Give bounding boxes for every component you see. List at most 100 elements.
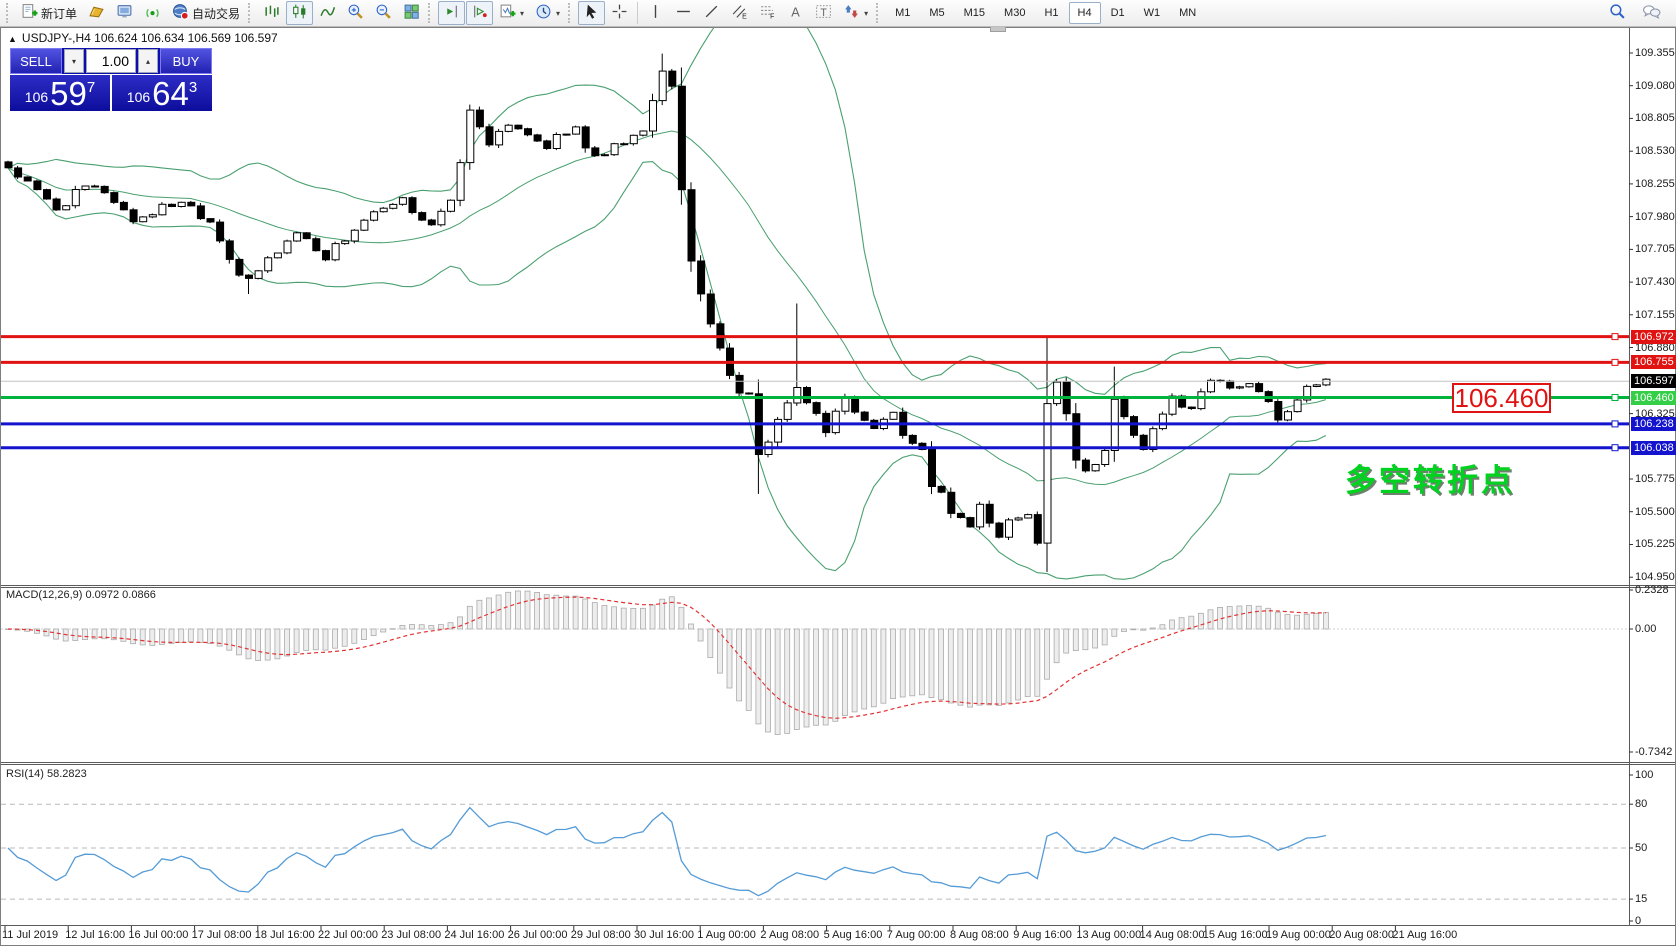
macd-histogram-bar	[572, 595, 579, 630]
macd-histogram-bar	[765, 628, 771, 733]
tile-windows-button[interactable]	[398, 1, 425, 25]
toolbar-grip[interactable]	[428, 3, 433, 23]
periods-button[interactable]: ▾	[530, 1, 565, 25]
macd-histogram-bar	[755, 628, 762, 725]
sell-price-display[interactable]: 106 59 7	[10, 75, 110, 111]
line-chart-mode-button[interactable]	[314, 1, 341, 25]
market-watch-icon	[116, 3, 133, 23]
volume-input[interactable]: 1.00	[86, 49, 136, 73]
timeframe-button-w1[interactable]: W1	[1135, 2, 1170, 24]
buy-price-prefix: 106	[126, 89, 151, 105]
buy-price-display[interactable]: 106 64 3	[112, 75, 212, 111]
auto-trading-button[interactable]: 自动交易	[167, 1, 245, 25]
macd-signal-line	[7, 596, 1326, 719]
trade-widget-controls: SELL ▾ 1.00 ▴ BUY	[10, 48, 212, 74]
arrows-tool-button[interactable]: ▾	[838, 1, 873, 25]
macd-histogram-bar	[178, 628, 185, 643]
macd-histogram-bar	[976, 628, 983, 706]
candlestick-icon	[291, 3, 308, 23]
macd-histogram-bar	[697, 628, 704, 642]
macd-histogram-bar	[82, 628, 88, 641]
candlestick-mode-button[interactable]	[286, 1, 314, 25]
fibonacci-tool-button[interactable]: F	[754, 1, 781, 25]
timeframe-button-m5[interactable]: M5	[920, 2, 953, 24]
macd-histogram-bar	[130, 628, 137, 645]
text-tool-button[interactable]: A	[782, 1, 809, 25]
chart-title: ▲ USDJPY-,H4 106.624 106.634 106.569 106.…	[8, 31, 278, 45]
horizontal-line-tool-button[interactable]	[670, 1, 697, 25]
sell-price-prefix: 106	[24, 89, 49, 105]
auto-scroll-icon	[471, 3, 488, 23]
macd-histogram-bar	[351, 628, 358, 644]
macd-histogram-bar	[591, 602, 598, 630]
trendline-tool-button[interactable]	[698, 1, 725, 25]
toolbar-grip[interactable]	[6, 3, 11, 23]
turning-point-annotation[interactable]: 多空转折点	[1345, 463, 1515, 498]
timeframe-button-m1[interactable]: M1	[886, 2, 919, 24]
search-button[interactable]	[1604, 1, 1631, 25]
new-order-button[interactable]: 新订单	[16, 1, 82, 25]
timeframe-button-d1[interactable]: D1	[1102, 2, 1134, 24]
macd-histogram-bar	[399, 625, 406, 630]
vertical-line-tool-button[interactable]	[642, 1, 669, 25]
timeframe-button-mn[interactable]: MN	[1170, 2, 1205, 24]
new-chart-button[interactable]: ▾	[494, 1, 529, 25]
buy-button[interactable]: BUY	[160, 48, 212, 74]
macd-histogram-bar	[1024, 628, 1031, 697]
macd-histogram-bar	[947, 628, 954, 704]
text-label-icon: T	[815, 3, 832, 23]
timeframe-button-m15[interactable]: M15	[955, 2, 994, 24]
cursor-tool-button[interactable]	[578, 1, 606, 25]
macd-histogram-bar	[620, 607, 627, 630]
chat-button[interactable]	[1637, 1, 1666, 25]
macd-histogram-bar	[957, 628, 964, 706]
timeframe-button-m30[interactable]: M30	[995, 2, 1034, 24]
macd-histogram-bar	[149, 628, 156, 646]
volume-increase-button[interactable]: ▴	[138, 49, 158, 73]
zoom-out-button[interactable]	[370, 1, 397, 25]
price-annotation-box[interactable]: 106.460	[1452, 383, 1551, 413]
macd-histogram-bar	[505, 591, 512, 630]
crosshair-tool-button[interactable]	[606, 1, 633, 25]
timeframe-button-h1[interactable]: H1	[1035, 2, 1067, 24]
toolbar-grip[interactable]	[248, 3, 253, 23]
macd-histogram-bar	[1284, 614, 1291, 630]
auto-scroll-button[interactable]	[466, 1, 494, 25]
macd-histogram-bar	[880, 628, 887, 704]
macd-histogram-bar	[793, 628, 800, 730]
equidistant-channel-tool-button[interactable]: E	[726, 1, 753, 25]
volume-decrease-button[interactable]: ▾	[64, 49, 84, 73]
macd-histogram-bar	[418, 624, 425, 630]
crosshair-icon	[611, 3, 628, 23]
toolbar-grip[interactable]	[568, 3, 573, 23]
macd-histogram-bar	[255, 628, 262, 661]
sell-button[interactable]: SELL	[10, 48, 62, 74]
macd-histogram-bar	[72, 628, 79, 641]
zoom-in-button[interactable]	[342, 1, 369, 25]
profiles-button[interactable]	[83, 1, 110, 25]
macd-histogram-bar	[226, 628, 233, 651]
toolbar-grip[interactable]	[876, 3, 881, 23]
bar-chart-mode-button[interactable]	[258, 1, 285, 25]
caret-down-icon: ▾	[864, 8, 869, 18]
market-watch-button[interactable]	[111, 1, 138, 25]
text-label-tool-button[interactable]: T	[810, 1, 837, 25]
macd-histogram-bar	[553, 594, 560, 630]
collapse-panel-icon[interactable]: ▲	[8, 34, 17, 44]
macd-histogram-bar	[264, 628, 271, 661]
signals-button[interactable]	[139, 1, 166, 25]
horizontal-level-lines[interactable]	[1, 333, 1629, 452]
macd-panel-graphics	[1, 590, 1629, 735]
chart-shift-button[interactable]	[438, 1, 466, 25]
macd-histogram-bar	[1188, 615, 1195, 630]
timeframe-button-h4[interactable]: H4	[1068, 2, 1101, 24]
arrows-icon	[843, 3, 860, 23]
macd-histogram-bar	[803, 628, 810, 728]
macd-histogram-bar	[986, 628, 993, 706]
macd-histogram-bar	[649, 604, 656, 630]
macd-histogram-bar	[611, 606, 617, 630]
window-splitter-grip[interactable]	[990, 27, 1006, 32]
macd-histogram-bar	[1294, 614, 1300, 630]
macd-histogram-bar	[1101, 628, 1108, 646]
